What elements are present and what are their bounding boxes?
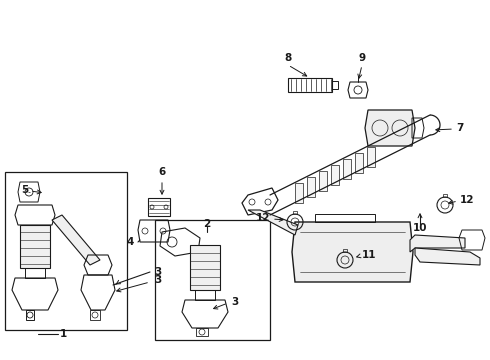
Polygon shape — [307, 176, 315, 197]
Polygon shape — [367, 147, 375, 166]
Text: 8: 8 — [284, 53, 292, 63]
Text: 12: 12 — [460, 195, 474, 205]
Text: 3: 3 — [231, 297, 239, 307]
Text: 12: 12 — [255, 213, 270, 223]
Polygon shape — [190, 245, 220, 290]
Bar — [155, 220, 270, 340]
Polygon shape — [343, 158, 351, 179]
Text: 3: 3 — [154, 275, 162, 285]
Text: 5: 5 — [21, 185, 28, 195]
Polygon shape — [20, 225, 50, 268]
Polygon shape — [365, 110, 415, 146]
Polygon shape — [319, 171, 327, 190]
Polygon shape — [248, 210, 298, 235]
Polygon shape — [52, 215, 100, 265]
Text: 10: 10 — [413, 223, 427, 233]
Polygon shape — [415, 248, 480, 265]
Polygon shape — [292, 222, 413, 282]
Text: 6: 6 — [158, 167, 166, 177]
Text: 3: 3 — [154, 267, 162, 277]
Text: 4: 4 — [126, 237, 134, 247]
Bar — [5, 172, 127, 330]
Polygon shape — [355, 153, 363, 172]
Polygon shape — [410, 235, 465, 252]
Text: 2: 2 — [203, 219, 211, 229]
Text: 7: 7 — [456, 123, 464, 133]
Text: 1: 1 — [59, 329, 67, 339]
Text: 9: 9 — [359, 53, 366, 63]
Text: 11: 11 — [362, 250, 376, 260]
Polygon shape — [331, 165, 339, 184]
Polygon shape — [295, 183, 303, 202]
